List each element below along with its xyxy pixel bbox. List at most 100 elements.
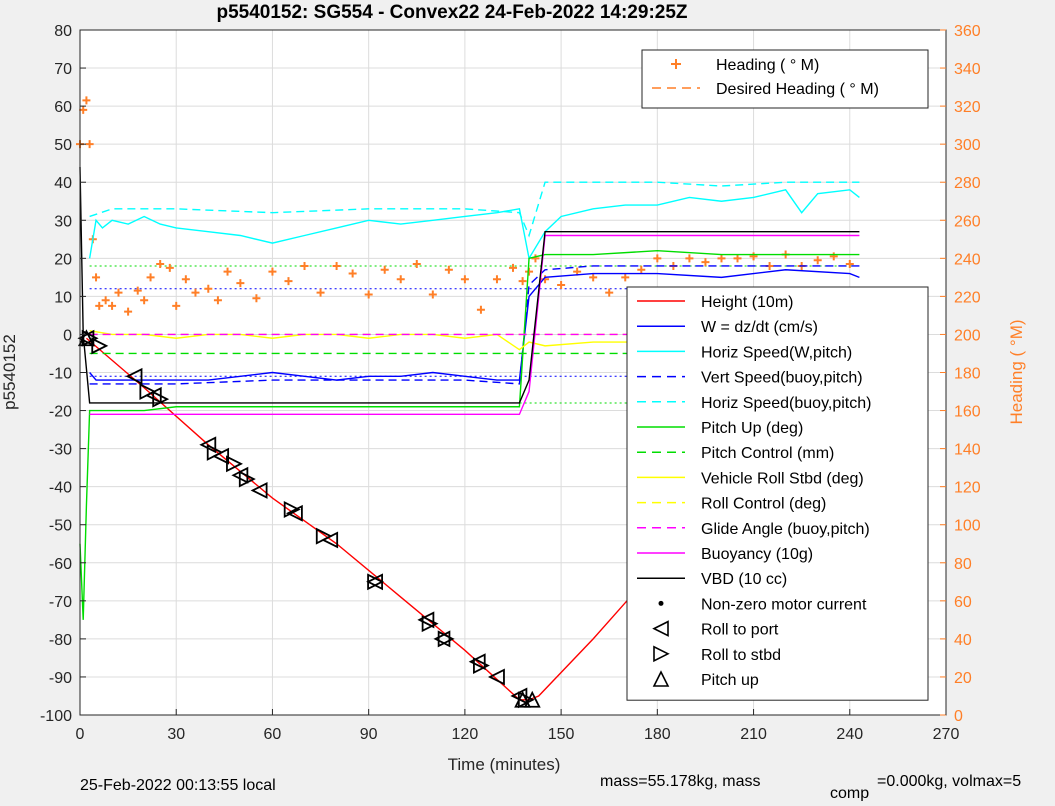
y-tick-label-left: -20 (49, 404, 72, 421)
y-tick-label-right: 340 (954, 61, 981, 78)
x-tick-label: 270 (933, 726, 960, 743)
legend-swatch (652, 620, 669, 637)
heading-point (181, 275, 190, 284)
legend-label: Vert Speed(buoy,pitch) (701, 370, 863, 387)
series-pitch-up-deg (79, 250, 860, 620)
legend-label: Pitch Up (deg) (701, 420, 803, 437)
legend-swatch (653, 645, 670, 663)
heading-point (813, 256, 822, 265)
y-tick-label-right: 40 (954, 632, 972, 649)
y-tick-label-right: 280 (954, 175, 981, 192)
y-tick-label-left: -40 (49, 480, 72, 497)
bottom-axis-ticks: 0 30 60 90 120 150 180 210 240 270 (76, 709, 960, 743)
chart-title: p5540152: SG554 - Convex22 24-Feb-2022 1… (216, 2, 687, 23)
legend-swatch (658, 600, 664, 606)
heading-point (829, 252, 838, 261)
y-tick-label-right: 160 (954, 404, 981, 421)
y-tick-label-left: 0 (63, 327, 72, 344)
x-axis-label: Time (minutes) (448, 755, 561, 774)
series-horiz-speed-buoy-pitch (89, 181, 860, 238)
heading-point (621, 273, 630, 282)
legend-swatch (671, 59, 681, 69)
y-tick-label-left: -50 (49, 518, 72, 535)
right-axis-ticks: 3603403203002802602402202001801601401201… (940, 23, 981, 725)
legend-label: Height (10m) (701, 294, 793, 311)
series-horiz-speed-w-pitch (88, 189, 860, 261)
y-tick-label-left: 10 (54, 289, 72, 306)
y-tick-label-left: 70 (54, 61, 72, 78)
x-tick-label: 150 (548, 726, 575, 743)
x-tick-label: 180 (644, 726, 671, 743)
legend-label: Roll Control (deg) (701, 496, 826, 513)
heading-point (701, 258, 710, 267)
heading-point (146, 273, 155, 282)
legend-label: Non-zero motor current (701, 596, 867, 613)
series-layer (76, 96, 864, 701)
x-tick-label: 60 (264, 726, 282, 743)
heading-point (95, 301, 104, 310)
series-vert-speed-buoy-pitch (89, 265, 860, 385)
x-tick-label: 90 (360, 726, 378, 743)
heading-point (316, 288, 325, 297)
heading-point (92, 273, 101, 282)
roll-port-marker (433, 630, 451, 648)
series-buoyancy-10g (89, 234, 860, 416)
heading-point (101, 296, 110, 305)
y-tick-label-left: -90 (49, 670, 72, 687)
roll-stbd-marker (473, 657, 490, 674)
legend-main-box (626, 286, 929, 701)
legend-label: Roll to stbd (701, 647, 781, 664)
heading-point (85, 140, 94, 149)
x-tick-label: 210 (740, 726, 767, 743)
footer-mass-subscript: comp (830, 785, 869, 801)
y-tick-label-left: -70 (49, 594, 72, 611)
heading-point (476, 305, 485, 314)
y-tick-label-left: 60 (54, 99, 72, 116)
x-tick-label: 0 (76, 726, 85, 743)
y-tick-label-right: 60 (954, 594, 972, 611)
legend-label: W = dz/dt (cm/s) (701, 319, 818, 336)
y-tick-label-left: -60 (49, 556, 72, 573)
heading-point (236, 279, 245, 288)
roll-stbd-marker (206, 443, 224, 461)
pitch-up-marker (523, 690, 541, 708)
heading-point (518, 277, 527, 286)
roll-stbd-marker (283, 501, 301, 518)
roll-port-marker (487, 668, 505, 686)
legend-label: Roll to port (701, 622, 779, 639)
y-tick-label-left: -100 (40, 708, 72, 725)
y-tick-label-right: 100 (954, 518, 981, 535)
y-tick-label-right: 320 (954, 99, 981, 116)
heading-point (492, 275, 501, 284)
heading-point (213, 296, 222, 305)
heading-point (140, 296, 149, 305)
heading-point (124, 307, 133, 316)
y-tick-label-right: 0 (954, 708, 963, 725)
heading-point (557, 280, 566, 289)
heading-point (605, 288, 614, 297)
legend-label: Desired Heading ( ° M) (716, 81, 879, 98)
y-tick-label-left: -80 (49, 632, 72, 649)
x-tick-label: 120 (452, 726, 479, 743)
legend-swatch (652, 670, 670, 687)
legend-label: Heading ( ° M) (716, 57, 819, 74)
heading-point (79, 105, 88, 114)
footer-volmax: =0.000kg, volmax=5 (877, 773, 1021, 790)
heading-point (108, 301, 117, 310)
heading-point (396, 275, 405, 284)
y-tick-label-left: -30 (49, 442, 72, 459)
left-axis-ticks: 80 70 60 50 40 30 20 10 0 -10 -20 -30 -40 -50 -60 -70 -8… (40, 23, 86, 725)
pitch-up-marker (514, 690, 532, 708)
roll-stbd-marker (421, 615, 439, 633)
legend-heading-box (641, 49, 929, 109)
heading-point (685, 254, 694, 263)
roll-stbd-marker (437, 630, 455, 648)
legend-label: Glide Angle (buoy,pitch) (701, 521, 870, 538)
heading-point (380, 265, 389, 274)
heading-point (82, 96, 91, 105)
heading-point (460, 275, 469, 284)
legend-label: Buoyancy (10g) (701, 546, 813, 563)
legend-label: Horiz Speed(buoy,pitch) (701, 395, 871, 412)
roll-port-marker (77, 329, 95, 347)
